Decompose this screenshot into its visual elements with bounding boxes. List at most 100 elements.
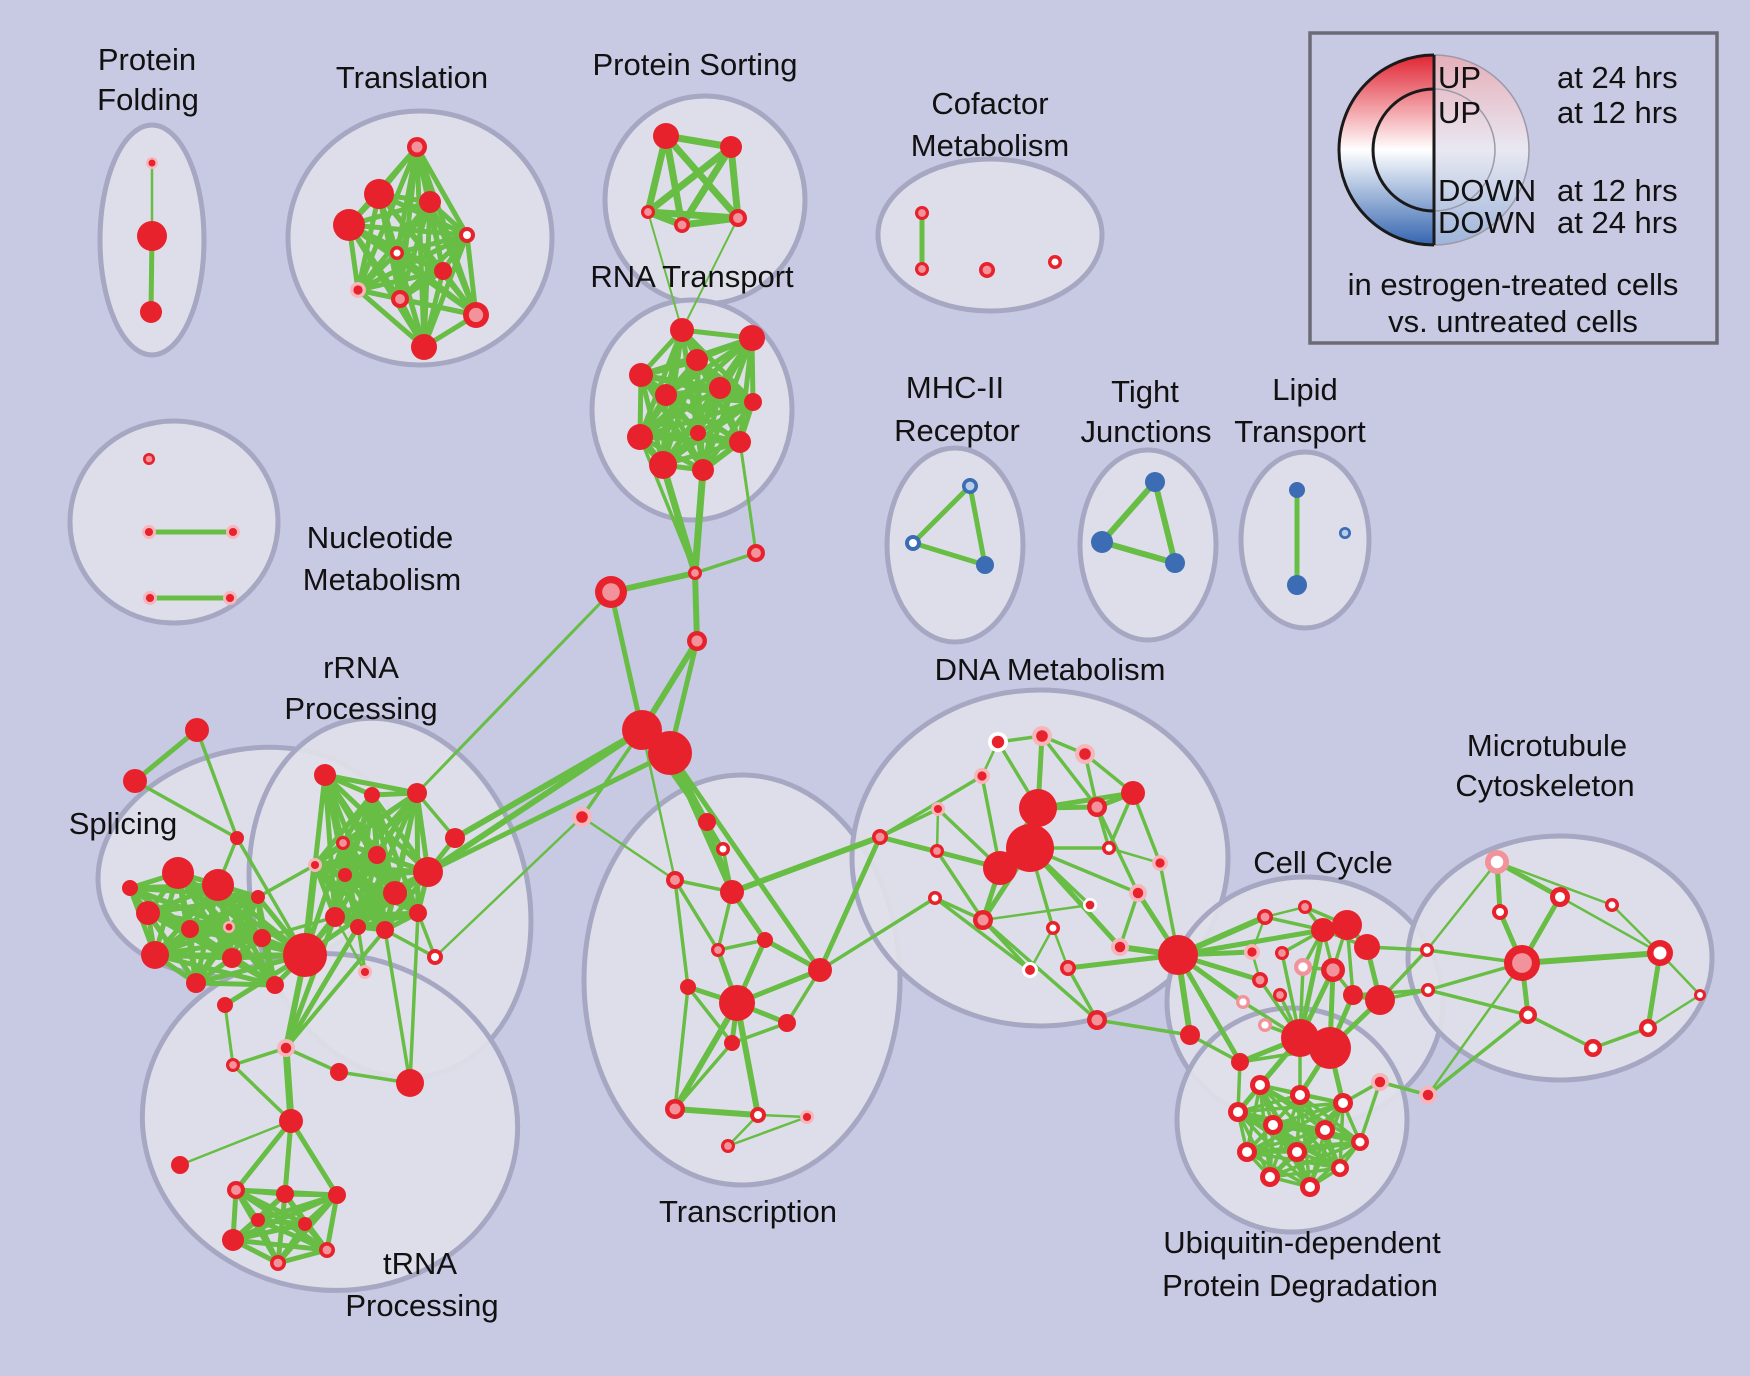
edge [394, 232, 470, 256]
node-rt6 [744, 393, 762, 411]
node-tl3 [419, 191, 441, 213]
node-circle [1287, 575, 1307, 595]
node-ps2 [641, 205, 655, 219]
node-x2 [698, 813, 716, 831]
edge [737, 335, 755, 445]
node-k10 [1252, 972, 1268, 988]
node-circle [1343, 985, 1363, 1005]
node-circle [1295, 1090, 1305, 1100]
node-circle [411, 334, 437, 360]
node-circle [602, 583, 620, 601]
node-circle [1555, 892, 1565, 902]
node-circle [325, 907, 345, 927]
node-circle [411, 141, 423, 153]
node-nm1 [142, 525, 156, 539]
edge [659, 461, 699, 577]
edge [878, 774, 984, 839]
node-rt4 [655, 384, 677, 406]
edge [421, 268, 446, 350]
node-circle [1091, 531, 1113, 553]
node-circle [1278, 949, 1286, 957]
cluster-label-cell-cycle-0: Cell Cycle [1253, 845, 1393, 880]
node-circle [649, 451, 677, 479]
node-circle [413, 857, 443, 887]
edge [647, 211, 683, 331]
node-circle [622, 710, 662, 750]
node-circle [339, 839, 347, 847]
node-d9 [1102, 841, 1116, 855]
node-q9 [325, 907, 345, 927]
node-circle [279, 1109, 303, 1133]
node-k6 [1275, 946, 1289, 960]
edge [414, 144, 470, 238]
node-circle [1341, 529, 1349, 537]
node-s2 [136, 901, 160, 925]
node-tl7 [350, 282, 366, 298]
node-u9 [222, 1229, 244, 1251]
node-circle [141, 941, 169, 969]
node-d13 [1046, 921, 1060, 935]
node-d1 [1032, 726, 1052, 746]
node-pf1 [137, 221, 167, 251]
node-q7 [383, 881, 407, 905]
node-circle [322, 1245, 332, 1255]
node-circle [677, 220, 687, 230]
node-circle [1355, 1137, 1365, 1147]
node-circle [186, 973, 206, 993]
node-circle [140, 301, 162, 323]
node-circle [1588, 1043, 1598, 1053]
node-v1 [1290, 1085, 1310, 1105]
node-circle [720, 136, 742, 158]
edge [425, 750, 673, 875]
node-circle [1121, 781, 1145, 805]
node-circle [1242, 1147, 1252, 1157]
node-x0 [622, 710, 662, 750]
node-ps0 [653, 123, 679, 149]
edge [667, 750, 823, 973]
node-d10 [1152, 855, 1168, 871]
edge [910, 540, 988, 568]
node-circle [977, 914, 989, 926]
edge [1095, 1018, 1192, 1037]
node-k15 [1309, 1027, 1351, 1069]
node-db3 [983, 851, 1017, 885]
node-circle [1332, 910, 1362, 940]
node-circle [1006, 824, 1054, 872]
node-m5 [1584, 1039, 1602, 1057]
node-circle [744, 393, 762, 411]
node-circle [202, 869, 234, 901]
edge [726, 1115, 809, 1148]
node-circle [409, 904, 427, 922]
node-circle [724, 1142, 732, 1150]
node-s3 [141, 941, 169, 969]
node-mh1 [905, 535, 921, 551]
node-circle [1309, 1027, 1351, 1069]
node-circle [364, 179, 394, 209]
node-circle [1335, 1163, 1345, 1173]
node-pf2 [140, 301, 162, 323]
edge [195, 728, 239, 840]
node-s4 [181, 920, 199, 938]
node-d0 [988, 732, 1008, 752]
node-k11 [1273, 988, 1287, 1002]
node-s7 [186, 973, 206, 993]
node-d14 [1060, 960, 1076, 976]
edge [637, 385, 723, 440]
node-circle [933, 847, 941, 855]
node-circle [933, 804, 943, 814]
edge [223, 1003, 235, 1067]
edge [700, 399, 756, 473]
node-circle [148, 159, 156, 167]
node-u7 [276, 1185, 294, 1203]
edge [394, 250, 479, 318]
edge [673, 878, 720, 952]
node-t1 [123, 769, 147, 793]
cluster-label-dna-metabolism-0: DNA Metabolism [935, 652, 1166, 687]
edge [1591, 1026, 1650, 1050]
node-circle [162, 857, 194, 889]
node-circle [181, 920, 199, 938]
node-d16 [1111, 938, 1129, 956]
edge [1358, 1080, 1382, 1144]
node-x7 [711, 943, 725, 957]
node-circle [1320, 1125, 1330, 1135]
